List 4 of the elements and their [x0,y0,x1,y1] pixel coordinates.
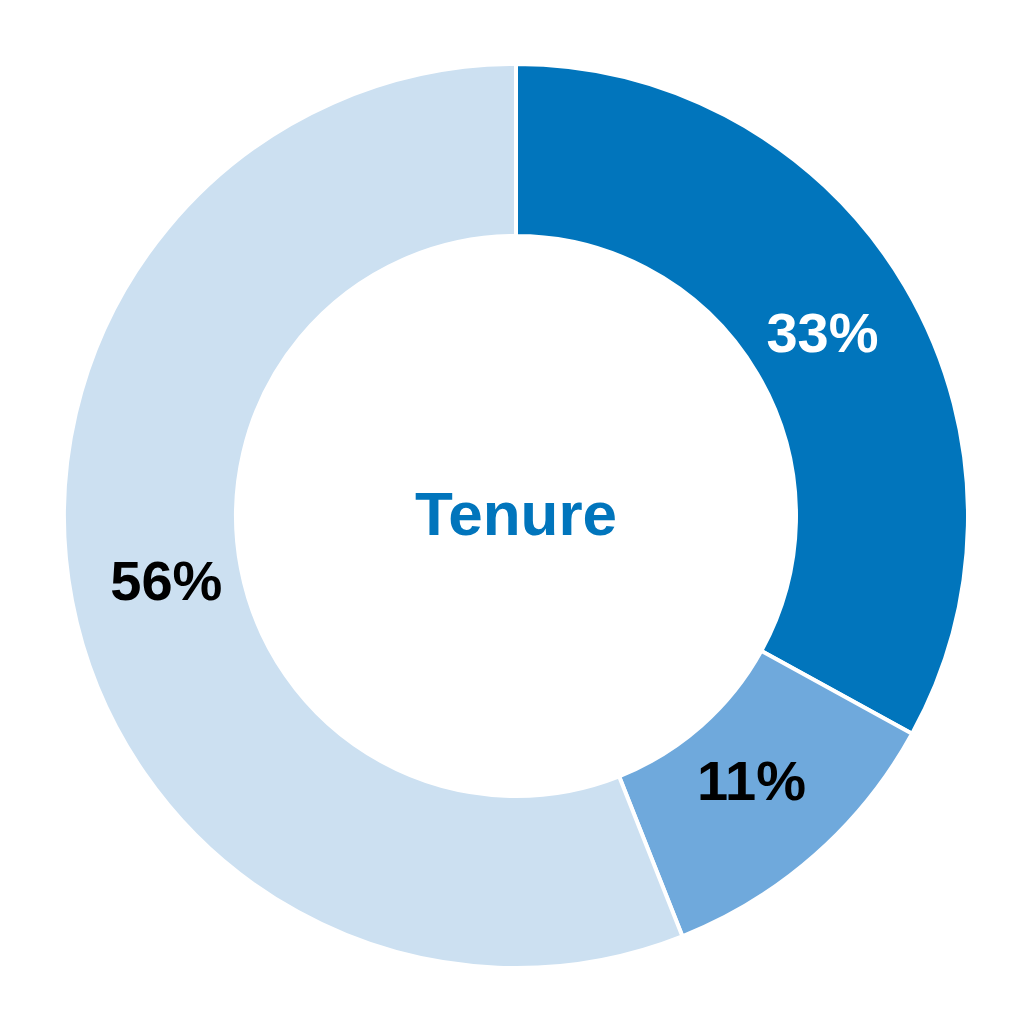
text: Tenure [414,479,618,548]
data-label: 33% [766,300,879,364]
data-label: 56% [110,548,223,612]
data-label: 11% [696,749,806,813]
